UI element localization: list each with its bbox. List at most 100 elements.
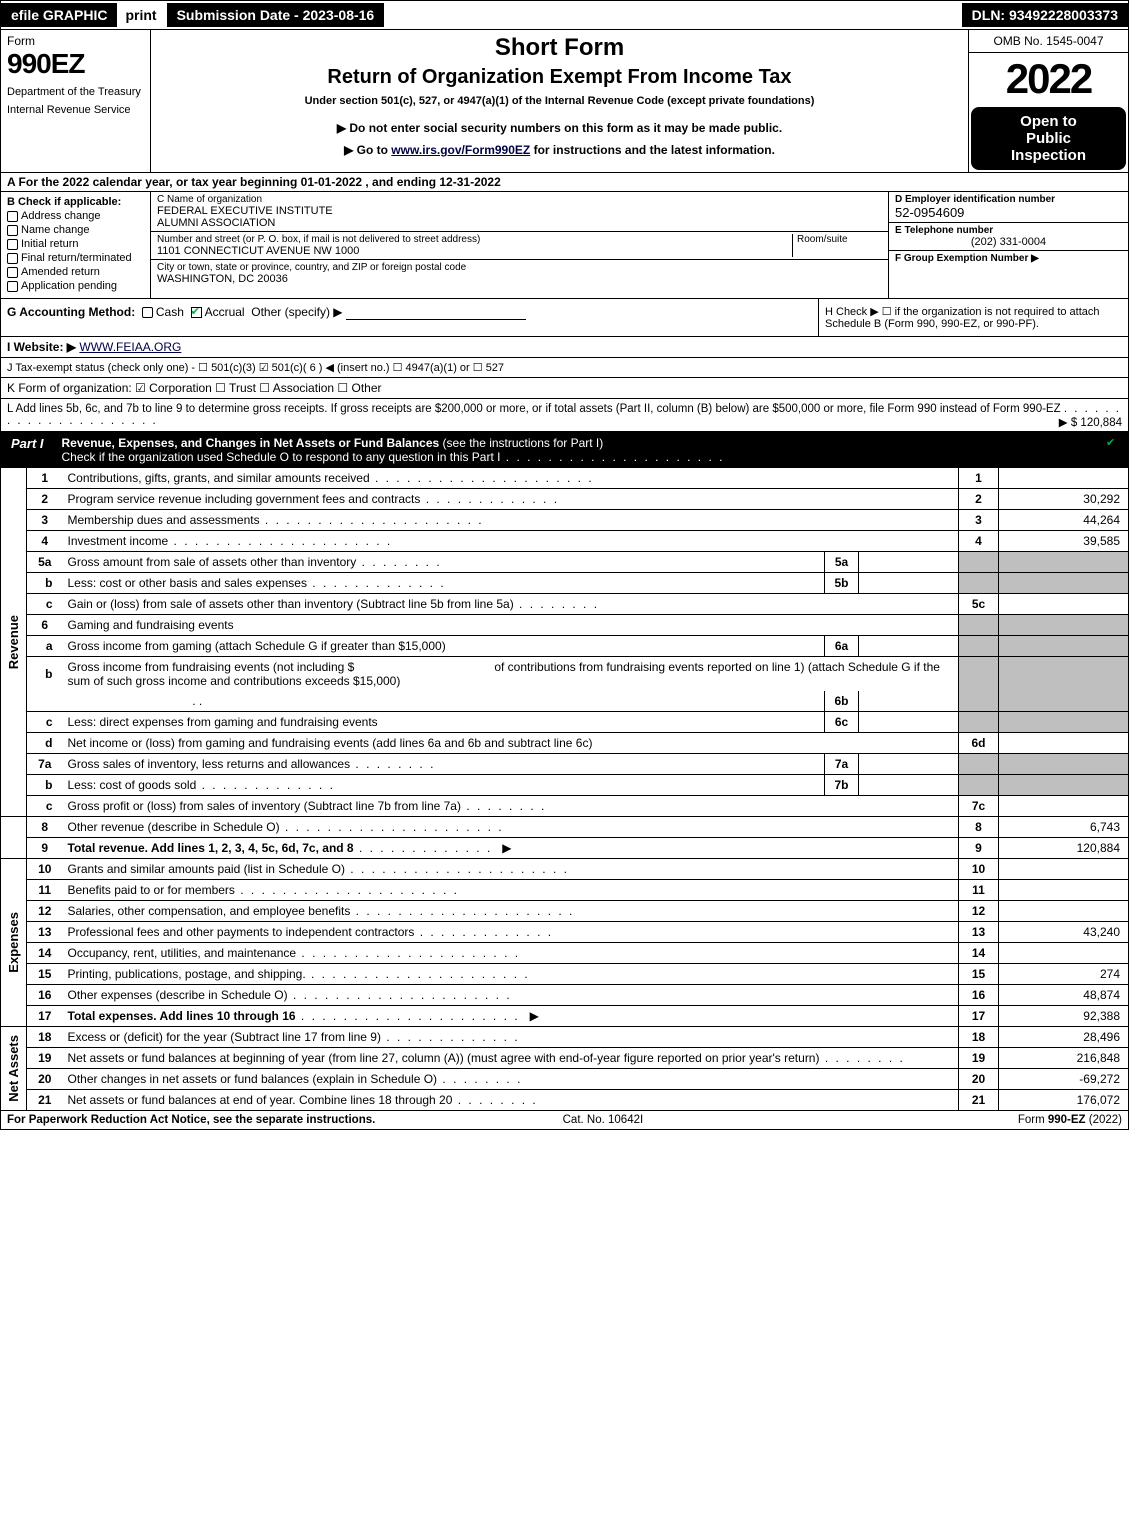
form-number: 990EZ [7,48,144,80]
line-21: 21 Net assets or fund balances at end of… [1,1090,1129,1111]
part-i-title: Revenue, Expenses, and Changes in Net As… [54,432,1098,468]
box-b: B Check if applicable: Address change Na… [1,192,151,298]
cb-address-change[interactable]: Address change [7,210,144,222]
part-i-label: Part I [1,432,54,455]
label-group-exemption: F Group Exemption Number ▶ [895,253,1122,264]
row-j: J Tax-exempt status (check only one) - ☐… [0,358,1129,378]
line-6b: b Gross income from fundraising events (… [1,657,1129,692]
line-20: 20 Other changes in net assets or fund b… [1,1069,1129,1090]
part-i-schedule-o-checkbox[interactable] [1098,432,1128,454]
boxes-def: D Employer identification number 52-0954… [888,192,1128,298]
top-bar: efile GRAPHIC print Submission Date - 20… [0,0,1129,30]
line-2: 2 Program service revenue including gove… [1,489,1129,510]
part-i-check-line: Check if the organization used Schedule … [62,450,501,464]
box-e: E Telephone number (202) 331-0004 [889,223,1128,251]
l-amount: ▶ $ 120,884 [1059,415,1122,429]
line-15: 15 Printing, publications, postage, and … [1,964,1129,985]
org-name-line1: FEDERAL EXECUTIVE INSTITUTE [157,205,882,217]
side-revenue: Revenue [1,468,27,817]
line-10: Expenses 10 Grants and similar amounts p… [1,859,1129,880]
line-18: Net Assets 18 Excess or (deficit) for th… [1,1027,1129,1048]
part-i-header: Part I Revenue, Expenses, and Changes in… [0,432,1129,468]
line-7a: 7a Gross sales of inventory, less return… [1,754,1129,775]
cb-name-change[interactable]: Name change [7,224,144,236]
omb-number: OMB No. 1545-0047 [969,30,1128,53]
street-row: Number and street (or P. O. box, if mail… [151,232,888,260]
line-6: 6 Gaming and fundraising events [1,615,1129,636]
label-street: Number and street (or P. O. box, if mail… [157,234,792,245]
tax-year: 2022 [969,53,1128,105]
header-right: OMB No. 1545-0047 2022 Open to Public In… [968,30,1128,172]
line-14: 14 Occupancy, rent, utilities, and maint… [1,943,1129,964]
goto-suffix: for instructions and the latest informat… [530,143,775,157]
line-6c: c Less: direct expenses from gaming and … [1,712,1129,733]
print-link[interactable]: print [117,3,164,27]
line-3: 3 Membership dues and assessments 3 44,2… [1,510,1129,531]
cb-initial-return[interactable]: Initial return [7,238,144,250]
cb-cash[interactable] [142,307,153,318]
box-c: C Name of organization FEDERAL EXECUTIVE… [151,192,888,298]
box-f: F Group Exemption Number ▶ [889,251,1128,298]
header-left: Form 990EZ Department of the Treasury In… [1,30,151,172]
line-13: 13 Professional fees and other payments … [1,922,1129,943]
box-d: D Employer identification number 52-0954… [889,192,1128,223]
line-7c: c Gross profit or (loss) from sales of i… [1,796,1129,817]
open-line2: Public [975,130,1122,147]
label-org-name: C Name of organization [157,194,882,205]
line-9: 9 Total revenue. Add lines 1, 2, 3, 4, 5… [1,838,1129,859]
cb-final-return[interactable]: Final return/terminated [7,252,144,264]
street-value: 1101 CONNECTICUT AVENUE NW 1000 [157,245,792,257]
line-5b: b Less: cost or other basis and sales ex… [1,573,1129,594]
line-5a: 5a Gross amount from sale of assets othe… [1,552,1129,573]
submission-date: Submission Date - 2023-08-16 [165,1,387,29]
cb-application-pending[interactable]: Application pending [7,280,144,292]
footer-left: For Paperwork Reduction Act Notice, see … [7,1114,375,1126]
line-12: 12 Salaries, other compensation, and emp… [1,901,1129,922]
city-value: WASHINGTON, DC 20036 [157,273,466,285]
row-a-text: A For the 2022 calendar year, or tax yea… [7,175,501,189]
row-h: H Check ▶ ☐ if the organization is not r… [818,299,1128,336]
box-b-title: B Check if applicable: [7,196,121,208]
line-4: 4 Investment income 4 39,585 [1,531,1129,552]
title-short-form: Short Form [159,34,960,62]
dept-treasury: Department of the Treasury [7,86,144,98]
open-line1: Open to [975,113,1122,130]
dln-label: DLN: 93492228003373 [962,3,1128,27]
open-to-public-badge: Open to Public Inspection [971,107,1126,170]
cb-accrual[interactable] [191,307,202,318]
footer-cat-no: Cat. No. 10642I [563,1114,644,1126]
cb-amended-return[interactable]: Amended return [7,266,144,278]
org-name-line2: ALUMNI ASSOCIATION [157,217,882,229]
line-5c: c Gain or (loss) from sale of assets oth… [1,594,1129,615]
section-bcdef: B Check if applicable: Address change Na… [0,192,1129,298]
label-room: Room/suite [797,234,882,245]
other-specify-input[interactable] [346,305,526,320]
website-link[interactable]: WWW.FEIAA.ORG [79,340,181,354]
row-l: L Add lines 5b, 6c, and 7b to line 9 to … [0,399,1129,432]
form-page: efile GRAPHIC print Submission Date - 20… [0,0,1129,1130]
section-gh: G Accounting Method: Cash Accrual Other … [0,298,1129,337]
line-16: 16 Other expenses (describe in Schedule … [1,985,1129,1006]
efile-label: efile GRAPHIC [1,3,117,27]
i-label: I Website: ▶ [7,340,76,354]
subtitle: Under section 501(c), 527, or 4947(a)(1)… [159,95,960,107]
org-name-row: C Name of organization FEDERAL EXECUTIVE… [151,192,888,232]
form-word: Form [7,34,144,48]
footer-form-ref: Form 990-EZ (2022) [1018,1114,1122,1126]
line-8: 8 Other revenue (describe in Schedule O)… [1,817,1129,838]
label-city: City or town, state or province, country… [157,262,466,273]
title-return: Return of Organization Exempt From Incom… [159,66,960,89]
irs-link[interactable]: www.irs.gov/Form990EZ [391,143,530,157]
phone-value: (202) 331-0004 [895,236,1122,248]
label-ein: D Employer identification number [895,194,1122,205]
row-a-tax-year: A For the 2022 calendar year, or tax yea… [0,173,1129,192]
row-k: K Form of organization: ☑ Corporation ☐ … [0,378,1129,399]
side-net-assets: Net Assets [1,1027,27,1111]
ein-value: 52-0954609 [895,205,1122,220]
footer-row: For Paperwork Reduction Act Notice, see … [0,1111,1129,1130]
line-11: 11 Benefits paid to or for members 11 [1,880,1129,901]
instruction-goto: ▶ Go to www.irs.gov/Form990EZ for instru… [159,143,960,157]
header-center: Short Form Return of Organization Exempt… [151,30,968,172]
city-row: City or town, state or province, country… [151,260,888,287]
line-6b-sub: sum exceeds $15,000) . . 6b [1,691,1129,712]
